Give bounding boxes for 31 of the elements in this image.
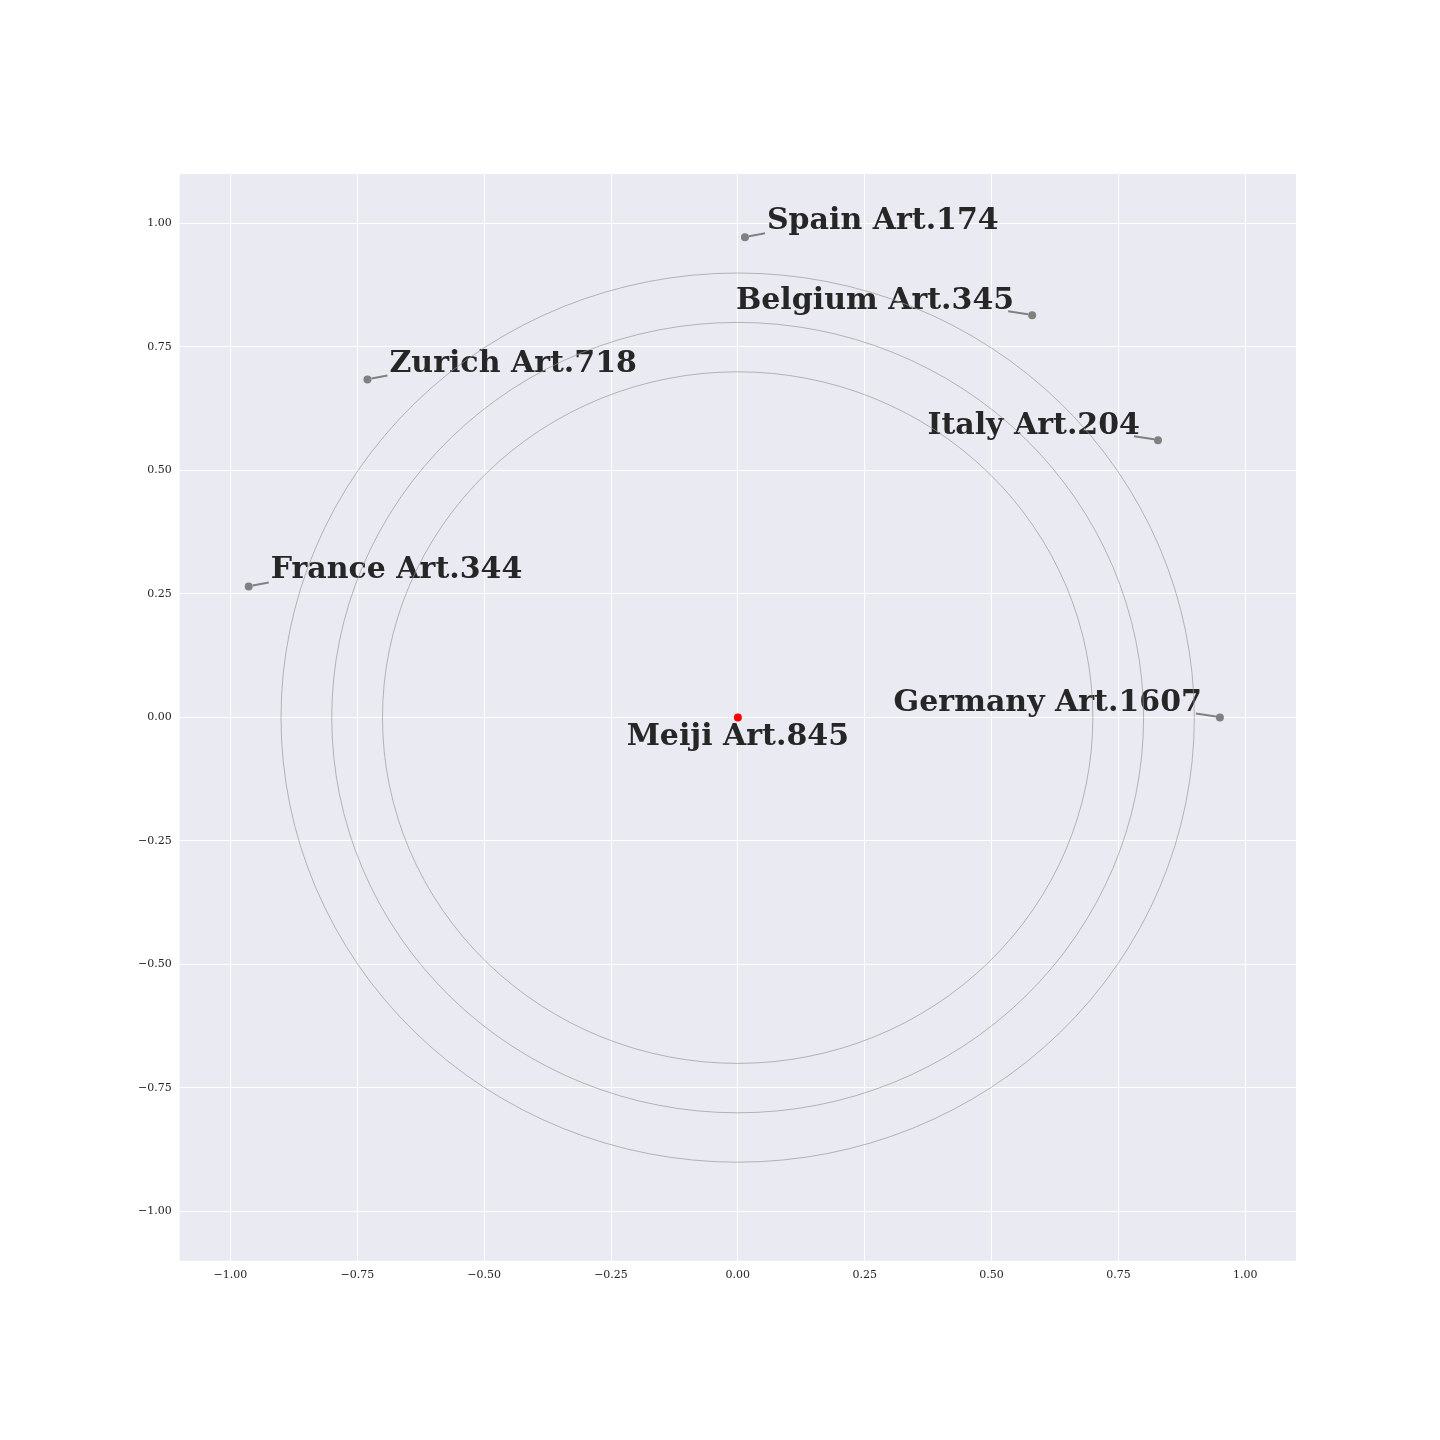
point — [244, 582, 253, 591]
annotation: Germany Art.1607 — [893, 683, 1202, 719]
annotation: Spain Art.174 — [766, 201, 999, 237]
y-tick-label: 0.00 — [147, 710, 172, 724]
x-tick-label: −0.25 — [594, 1268, 628, 1282]
y-tick-label: −0.25 — [137, 833, 172, 847]
y-tick-label: 0.75 — [147, 339, 172, 353]
y-tick-label: 1.00 — [147, 216, 172, 230]
annotation: Belgium Art.345 — [735, 281, 1015, 317]
x-tick-label: 0.00 — [725, 1268, 751, 1282]
point — [1215, 713, 1224, 722]
point — [1028, 311, 1037, 320]
annotation: France Art.344 — [270, 550, 523, 586]
x-tick-label: −0.75 — [340, 1268, 375, 1282]
x-tick-label: 0.50 — [979, 1268, 1004, 1282]
y-tick-label: −1.00 — [137, 1204, 172, 1218]
point — [1153, 436, 1162, 445]
x-tick-label: −0.50 — [467, 1268, 502, 1282]
y-tick-label: −0.75 — [137, 1080, 172, 1094]
y-tick-label: 0.50 — [147, 463, 172, 477]
point — [363, 375, 372, 384]
x-tick-label: −1.00 — [213, 1268, 248, 1282]
point — [740, 233, 749, 242]
x-tick-label: 1.00 — [1233, 1268, 1258, 1282]
y-tick-label: −0.50 — [137, 957, 172, 971]
x-tick-label: 0.25 — [852, 1268, 877, 1282]
annotation: Zurich Art.718 — [389, 343, 637, 379]
annotation: Meiji Art.845 — [626, 717, 850, 753]
annotation: Italy Art.204 — [927, 406, 1140, 442]
x-tick-label: 0.75 — [1106, 1268, 1131, 1282]
y-tick-label: 0.25 — [147, 586, 172, 600]
